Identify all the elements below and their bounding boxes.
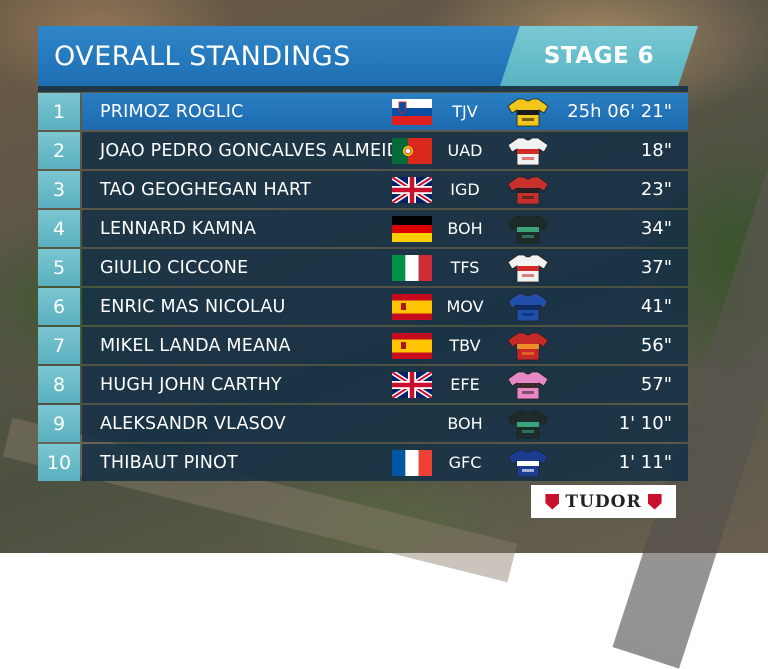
rank-number: 9: [38, 405, 80, 442]
table-row: 4 LENNARD KAMNA BOH 34": [38, 209, 688, 248]
rank-number: 6: [38, 288, 80, 325]
stage-label: STAGE 6: [500, 26, 698, 86]
row-background: [82, 93, 688, 130]
team-jersey-icon: [506, 331, 550, 361]
rider-name: GIULIO CICCONE: [100, 257, 249, 278]
time-gap: 23": [640, 179, 672, 200]
time-gap: 34": [640, 218, 672, 239]
rank-number: 8: [38, 366, 80, 403]
team-code: GFC: [448, 453, 482, 472]
team-code: TBV: [449, 336, 481, 355]
none-flag-icon: [392, 411, 432, 437]
time-gap: 1' 11": [618, 452, 672, 473]
row-background: [82, 249, 688, 286]
germany-flag-icon: [392, 216, 432, 242]
row-background: [82, 210, 688, 247]
header-divider: [38, 86, 688, 92]
rank-number: 4: [38, 210, 80, 247]
shield-icon: [647, 493, 662, 510]
team-code: UAD: [447, 141, 483, 160]
rank-number: 3: [38, 171, 80, 208]
row-background: [82, 288, 688, 325]
team-jersey-icon: [506, 136, 550, 166]
rider-name: HUGH JOHN CARTHY: [100, 374, 282, 395]
table-row: 3 TAO GEOGHEGAN HART IGD 23": [38, 170, 688, 209]
team-code: EFE: [450, 375, 480, 394]
team-jersey-icon: [506, 253, 550, 283]
italy-flag-icon: [392, 255, 432, 281]
rider-name: LENNARD KAMNA: [100, 218, 257, 239]
table-row: 9 ALEKSANDR VLASOV BOH 1' 10": [38, 404, 688, 443]
time-gap: 18": [640, 140, 672, 161]
standings-table: 1 PRIMOZ ROGLIC TJV 25h 06' 21" 2 JOAO PEDRO …: [38, 92, 688, 482]
team-code: TFS: [450, 258, 480, 277]
time-gap: 41": [640, 296, 672, 317]
time-gap: 56": [640, 335, 672, 356]
rank-number: 5: [38, 249, 80, 286]
uk-flag-icon: [392, 372, 432, 398]
time-gap: 37": [640, 257, 672, 278]
standings-title: OVERALL STANDINGS: [38, 26, 520, 86]
portugal-flag-icon: [392, 138, 432, 164]
team-code: IGD: [450, 180, 480, 199]
rider-name: TAO GEOGHEGAN HART: [100, 179, 311, 200]
rank-number: 7: [38, 327, 80, 364]
rank-number: 1: [38, 93, 80, 130]
rider-name: THIBAUT PINOT: [100, 452, 238, 473]
row-background: [82, 132, 688, 169]
spain-flag-icon: [392, 333, 432, 359]
team-jersey-icon: [506, 97, 550, 127]
uk-flag-icon: [392, 177, 432, 203]
time-gap: 57": [640, 374, 672, 395]
spain-flag-icon: [392, 294, 432, 320]
time-gap: 1' 10": [618, 413, 672, 434]
team-code: MOV: [446, 297, 484, 316]
rider-name: JOAO PEDRO GONCALVES ALMEIDA: [100, 140, 413, 161]
france-flag-icon: [392, 450, 432, 476]
team-code: BOH: [447, 414, 483, 433]
row-background: [82, 444, 688, 481]
rider-name: MIKEL LANDA MEANA: [100, 335, 291, 356]
row-background: [82, 366, 688, 403]
rider-name: ENRIC MAS NICOLAU: [100, 296, 286, 317]
rank-number: 10: [38, 444, 80, 481]
shield-icon: [545, 493, 560, 510]
row-background: [82, 405, 688, 442]
sponsor-logo: TUDOR: [531, 485, 676, 518]
team-jersey-icon: [506, 175, 550, 205]
row-background: [82, 327, 688, 364]
sponsor-name: TUDOR: [565, 491, 642, 512]
team-jersey-icon: [506, 370, 550, 400]
team-jersey-icon: [506, 448, 550, 478]
team-code: BOH: [447, 219, 483, 238]
rank-number: 2: [38, 132, 80, 169]
team-jersey-icon: [506, 214, 550, 244]
rider-name: ALEKSANDR VLASOV: [100, 413, 286, 434]
table-row: 1 PRIMOZ ROGLIC TJV 25h 06' 21": [38, 92, 688, 131]
team-code: TJV: [452, 102, 478, 121]
time-gap: 25h 06' 21": [567, 101, 672, 122]
table-row: 2 JOAO PEDRO GONCALVES ALMEIDA UAD 18": [38, 131, 688, 170]
table-row: 8 HUGH JOHN CARTHY EFE 57": [38, 365, 688, 404]
team-jersey-icon: [506, 292, 550, 322]
slovenia-flag-icon: [392, 99, 432, 125]
table-row: 5 GIULIO CICCONE TFS 37": [38, 248, 688, 287]
table-row: 7 MIKEL LANDA MEANA TBV 56": [38, 326, 688, 365]
table-row: 10 THIBAUT PINOT GFC 1' 11": [38, 443, 688, 482]
row-background: [82, 171, 688, 208]
rider-name: PRIMOZ ROGLIC: [100, 101, 244, 122]
team-jersey-icon: [506, 409, 550, 439]
table-row: 6 ENRIC MAS NICOLAU MOV 41": [38, 287, 688, 326]
